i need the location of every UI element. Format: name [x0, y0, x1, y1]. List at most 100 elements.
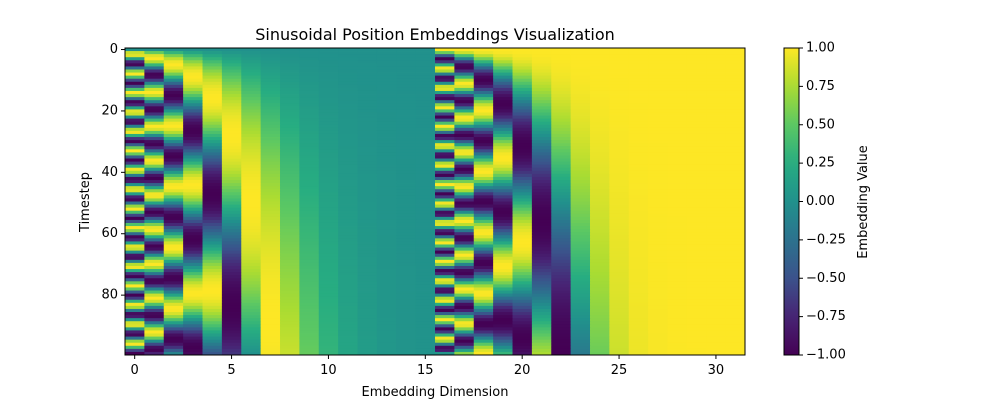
heatmap-cell	[376, 69, 397, 73]
heatmap-cell	[473, 278, 494, 282]
heatmap-cell	[493, 186, 513, 190]
heatmap-cell	[415, 247, 436, 252]
heatmap-cell	[570, 51, 591, 55]
heatmap-cell	[435, 48, 455, 52]
heatmap-cell	[338, 262, 358, 267]
heatmap-cell	[570, 164, 591, 169]
heatmap-cell	[570, 235, 591, 239]
heatmap-cell	[590, 348, 610, 353]
heatmap-cell	[570, 97, 591, 101]
heatmap-cell	[628, 112, 649, 116]
heatmap-cell	[590, 207, 610, 212]
heatmap-cell	[493, 222, 513, 227]
heatmap-cell	[648, 330, 668, 334]
heatmap-cell	[590, 51, 610, 55]
heatmap-cell	[493, 69, 513, 73]
heatmap-cell	[686, 158, 707, 162]
heatmap-cell	[415, 330, 436, 334]
heatmap-cell	[163, 244, 184, 248]
heatmap-cell	[241, 210, 262, 215]
heatmap-cell	[706, 118, 727, 123]
heatmap-cell	[260, 87, 281, 92]
heatmap-cell	[628, 78, 649, 83]
heatmap-cell	[202, 60, 223, 64]
heatmap-cell	[473, 192, 494, 196]
heatmap-cell	[512, 127, 533, 132]
heatmap-cell	[648, 232, 668, 236]
heatmap-cell	[202, 238, 223, 242]
heatmap-cell	[376, 201, 397, 205]
heatmap-cell	[260, 149, 281, 153]
heatmap-cell	[551, 256, 572, 261]
heatmap-cell	[648, 253, 668, 258]
heatmap-cell	[493, 192, 513, 196]
heatmap-cell	[163, 94, 184, 98]
heatmap-cell	[531, 133, 552, 138]
heatmap-cell	[163, 265, 184, 270]
heatmap-cell	[512, 78, 533, 83]
heatmap-cell	[396, 90, 417, 95]
heatmap-cell	[357, 161, 378, 166]
heatmap-cell	[435, 339, 455, 344]
heatmap-cell	[493, 321, 513, 325]
heatmap-cell	[241, 124, 262, 129]
heatmap-cell	[299, 164, 320, 169]
heatmap-cell	[125, 244, 145, 248]
heatmap-cell	[570, 348, 591, 353]
heatmap-cell	[260, 66, 281, 70]
heatmap-cell	[125, 247, 145, 252]
heatmap-cell	[706, 308, 727, 313]
heatmap-cell	[260, 336, 281, 341]
heatmap-cell	[125, 127, 145, 132]
heatmap-cell	[415, 130, 436, 135]
heatmap-cell	[415, 232, 436, 236]
heatmap-cell	[318, 137, 339, 141]
heatmap-cell	[260, 103, 281, 107]
heatmap-cell	[260, 330, 281, 334]
heatmap-cell	[280, 256, 300, 261]
heatmap-cell	[357, 342, 378, 347]
heatmap-cell	[473, 296, 494, 301]
heatmap-cell	[531, 321, 552, 325]
heatmap-cell	[435, 84, 455, 89]
heatmap-cell	[551, 226, 572, 230]
heatmap-cell	[570, 327, 591, 331]
heatmap-cell	[648, 176, 668, 181]
heatmap-cell	[667, 81, 688, 86]
heatmap-cell	[512, 121, 533, 126]
heatmap-cell	[183, 176, 203, 181]
heatmap-cell	[125, 97, 145, 101]
heatmap-cell	[163, 173, 184, 178]
heatmap-cell	[376, 321, 397, 325]
heatmap-cell	[686, 164, 707, 169]
heatmap-cell	[318, 241, 339, 245]
heatmap-cell	[280, 103, 300, 107]
heatmap-cell	[667, 207, 688, 212]
heatmap-cell	[241, 198, 262, 202]
heatmap-cell	[318, 256, 339, 261]
heatmap-cell	[260, 238, 281, 242]
heatmap-cell	[241, 195, 262, 199]
heatmap-cell	[628, 189, 649, 193]
heatmap-cell	[241, 51, 262, 55]
heatmap-cell	[376, 60, 397, 64]
heatmap-cell	[221, 345, 242, 350]
heatmap-cell	[163, 60, 184, 64]
heatmap-cell	[570, 222, 591, 227]
heatmap-cell	[493, 124, 513, 129]
heatmap-cell	[648, 48, 668, 52]
heatmap-cell	[415, 281, 436, 285]
heatmap-cell	[338, 170, 358, 175]
heatmap-cell	[667, 152, 688, 156]
heatmap-cell	[357, 57, 378, 61]
heatmap-cell	[183, 106, 203, 110]
heatmap-cell	[454, 167, 475, 172]
heatmap-cell	[338, 308, 358, 313]
heatmap-cell	[435, 312, 455, 316]
heatmap-cell	[551, 183, 572, 187]
heatmap-cell	[299, 269, 320, 273]
heatmap-cell	[512, 180, 533, 184]
heatmap-cell	[454, 192, 475, 196]
heatmap-cell	[512, 339, 533, 344]
heatmap-cell	[686, 189, 707, 193]
